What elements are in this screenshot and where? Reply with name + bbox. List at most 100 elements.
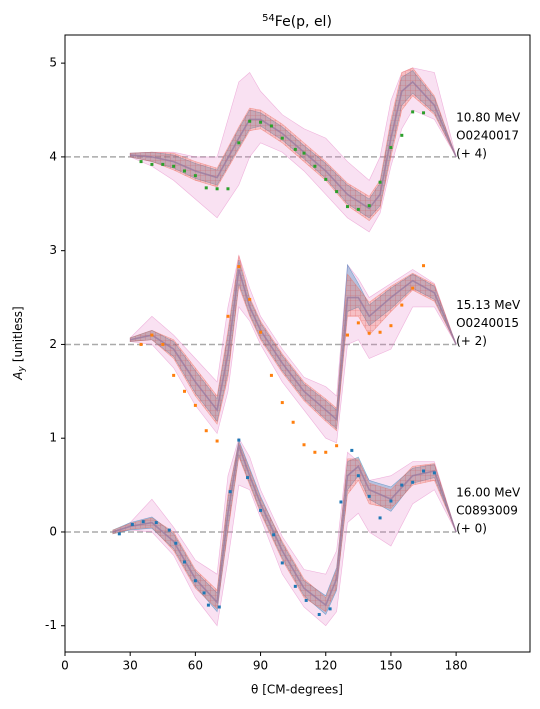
data-point: [237, 141, 241, 145]
dataset-entry: O0240017: [456, 128, 519, 142]
data-point: [217, 605, 221, 609]
data-point: [150, 162, 154, 166]
y-label-unit: [unitless]: [11, 306, 25, 362]
data-point: [313, 164, 317, 168]
data-point: [313, 450, 317, 454]
data-point: [302, 443, 306, 447]
data-point: [226, 187, 230, 191]
dataset-energy: 16.00 MeV: [456, 485, 521, 499]
data-point: [183, 169, 187, 173]
data-point: [400, 303, 404, 307]
data-point: [432, 471, 436, 475]
data-point: [259, 330, 263, 334]
data-point: [272, 533, 276, 537]
data-point: [215, 187, 219, 191]
dataset-offset: (+ 0): [456, 521, 487, 535]
data-point: [183, 389, 187, 393]
data-point: [204, 429, 208, 433]
data-point: [139, 160, 143, 164]
x-tick-label: 0: [61, 659, 69, 673]
data-point: [228, 490, 232, 494]
dataset-energy: 10.80 MeV: [456, 110, 521, 124]
x-tick-label: 120: [314, 659, 337, 673]
data-point: [130, 522, 134, 526]
data-point: [293, 147, 297, 151]
data-point: [328, 607, 332, 611]
data-point: [356, 207, 360, 211]
data-point: [280, 136, 284, 140]
data-point: [193, 403, 197, 407]
y-label-symbol: A: [11, 371, 25, 380]
model-mean: [112, 442, 457, 607]
data-point: [378, 330, 382, 334]
data-point: [367, 331, 371, 335]
y-tick-label: 3: [49, 243, 57, 257]
data-point: [411, 480, 415, 484]
data-point: [259, 508, 263, 512]
title-text: Fe(p, el): [275, 14, 332, 30]
dataset-entry: O0240015: [456, 316, 519, 330]
data-point: [117, 532, 121, 536]
x-axis-label: θ [CM-degrees]: [251, 683, 343, 697]
data-point: [422, 111, 426, 115]
data-point: [183, 560, 187, 564]
dataset-entry: C0893009: [456, 503, 518, 517]
data-point: [356, 474, 360, 478]
plot-frame: [64, 34, 531, 653]
data-point: [280, 401, 284, 405]
data-point: [367, 204, 371, 208]
data-point: [174, 541, 178, 545]
data-point: [356, 321, 360, 325]
data-point: [141, 520, 145, 524]
x-tick-label: 180: [445, 659, 468, 673]
data-point: [335, 444, 339, 448]
y-axis-label: Ay [unitless]: [11, 306, 27, 380]
title-superscript: 54: [262, 13, 275, 24]
model-band-hatch: [112, 441, 457, 612]
dataset-offset: (+ 2): [456, 334, 487, 348]
data-point: [293, 584, 297, 588]
y-tick-label: -1: [45, 618, 57, 632]
data-point: [193, 579, 197, 583]
y-tick-label: 1: [49, 431, 57, 445]
data-point: [259, 120, 263, 124]
data-point: [248, 119, 252, 123]
data-point: [139, 342, 143, 346]
y-tick-label: 5: [49, 56, 57, 70]
data-point: [317, 612, 321, 616]
chart-title: 54Fe(p, el): [262, 13, 332, 30]
data-point: [172, 373, 176, 377]
x-tick-label: 150: [379, 659, 402, 673]
y-label-subscript: y: [17, 365, 27, 372]
y-tick-label: 4: [49, 149, 57, 163]
model-band-hatch: [130, 255, 457, 431]
data-point: [215, 439, 219, 443]
data-point: [269, 373, 273, 377]
data-point: [378, 180, 382, 184]
y-tick-label: 0: [49, 524, 57, 538]
data-point: [193, 174, 197, 178]
data-point: [161, 162, 165, 166]
y-tick-label: 2: [49, 337, 57, 351]
x-tick-label: 60: [188, 659, 203, 673]
data-point: [400, 483, 404, 487]
data-point: [172, 164, 176, 168]
data-point: [345, 205, 349, 209]
data-point: [350, 448, 354, 452]
x-tick-label: 90: [253, 659, 268, 673]
data-point: [150, 333, 154, 337]
dataset-energy: 15.13 MeV: [456, 298, 521, 312]
data-point: [389, 499, 393, 503]
model-mean: [130, 269, 457, 422]
data-point: [378, 516, 382, 520]
data-point: [206, 603, 210, 607]
data-point: [248, 297, 252, 301]
data-point: [161, 342, 165, 346]
data-point: [367, 494, 371, 498]
data-point: [167, 528, 171, 532]
data-point: [339, 500, 343, 504]
data-point: [246, 476, 250, 480]
data-point: [204, 186, 208, 190]
data-point: [422, 264, 426, 268]
data-point: [324, 177, 328, 181]
